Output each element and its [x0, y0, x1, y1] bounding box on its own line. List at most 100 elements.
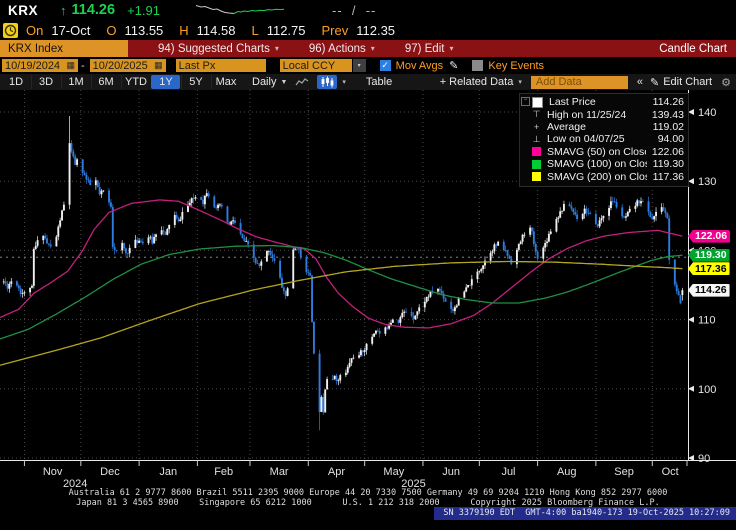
candle	[31, 285, 33, 288]
candle	[113, 247, 116, 251]
candle	[273, 258, 276, 261]
date-from-input[interactable]: 10/19/2024 ▦	[2, 59, 78, 72]
candle	[234, 220, 236, 224]
chart-type-dropdown-caret[interactable]: ▾	[342, 79, 346, 86]
menu-item-suggested-charts[interactable]: 94) Suggested Charts ▾	[158, 42, 279, 55]
legend-collapse-icon[interactable]: −	[521, 97, 530, 106]
mov-avgs-edit-pencil-icon[interactable]: ✎	[449, 60, 459, 72]
x-axis-month-label: May	[383, 466, 404, 478]
candle	[388, 325, 391, 329]
candle	[666, 213, 669, 219]
chart-legend[interactable]: − Last Price 114.26 ⊤ High on 11/25/24 139.4…	[519, 93, 689, 187]
candle	[205, 193, 208, 197]
candle	[19, 288, 22, 294]
range-tab-1y[interactable]: 1Y	[151, 75, 180, 89]
table-button[interactable]: Table	[365, 76, 393, 88]
candle	[337, 380, 340, 382]
range-tab-max[interactable]: Max	[211, 75, 240, 89]
related-data-button[interactable]: Related Data	[449, 76, 514, 88]
candle	[608, 208, 610, 216]
candle	[6, 283, 9, 289]
calendar-icon[interactable]: ▦	[66, 60, 75, 70]
candle	[177, 217, 180, 222]
legend-swatch-icon	[532, 172, 541, 182]
candle	[358, 355, 360, 358]
open-value: 113.55	[124, 22, 164, 38]
line-chart-icon	[295, 78, 309, 86]
candle	[286, 288, 289, 296]
security-field[interactable]: KRX Index	[0, 40, 128, 57]
edit-chart-button[interactable]: Edit Chart	[663, 76, 713, 88]
candle	[508, 255, 511, 259]
candle-chart-type-button[interactable]	[317, 75, 338, 89]
candle	[531, 227, 533, 232]
candlestick-plot[interactable]: 90100110120130140NovDecJanFebMarAprMayJu…	[0, 90, 736, 490]
candle	[335, 375, 338, 382]
candle	[410, 311, 413, 316]
candle	[29, 287, 32, 293]
candle	[213, 196, 216, 208]
candle	[634, 205, 637, 209]
frequency-select[interactable]: Daily ▼	[252, 76, 288, 88]
mov-avgs-checkbox[interactable]: ✓	[379, 60, 391, 71]
collapse-panel-icon[interactable]: «	[636, 76, 643, 88]
candle	[544, 243, 547, 248]
add-data-input[interactable]: Add Data	[530, 75, 628, 89]
candle	[61, 210, 63, 221]
date-range-separator: -	[81, 59, 85, 72]
candle	[423, 301, 426, 308]
line-chart-type-button[interactable]	[292, 75, 312, 89]
currency-select[interactable]: Local CCY	[279, 59, 352, 72]
candle	[455, 305, 458, 308]
candle	[476, 271, 479, 280]
gear-icon[interactable]: ⚙	[721, 76, 731, 89]
candle	[320, 396, 323, 412]
mov-avgs-label[interactable]: Mov Avgs	[395, 59, 444, 72]
date-to-input[interactable]: 10/20/2025 ▦	[89, 59, 166, 72]
edit-chart-pencil-icon[interactable]: ✎	[649, 76, 660, 89]
candle	[62, 204, 65, 211]
x-axis-month-label: Apr	[328, 466, 345, 478]
candle	[36, 240, 39, 246]
key-events-checkbox[interactable]	[472, 60, 484, 71]
candle	[504, 249, 507, 251]
prev-value: 112.35	[356, 22, 396, 38]
candle	[596, 224, 599, 227]
candle	[653, 216, 656, 220]
currency-dropdown-button[interactable]: ▾	[352, 59, 366, 72]
menu-item-edit[interactable]: 97) Edit ▾	[404, 42, 454, 55]
candle	[2, 281, 5, 283]
menu-item-actions[interactable]: 96) Actions ▾	[308, 42, 375, 55]
candle	[94, 180, 97, 185]
candle	[549, 231, 552, 234]
candle	[138, 240, 141, 244]
candle	[126, 253, 129, 255]
chevron-down-icon: ▾	[449, 44, 454, 53]
legend-row-smavg-50-on-close: SMAVG (50) on Close 122.06	[532, 146, 684, 158]
price-field-select[interactable]: Last Px	[175, 59, 266, 72]
open-label: O	[106, 22, 117, 38]
footer-session-info: SN 3379190 EDT GMT-4:00 ba1940-173 19-Oc…	[434, 507, 736, 520]
candle	[437, 288, 439, 292]
range-tab-ytd[interactable]: YTD	[121, 75, 150, 89]
candle	[348, 362, 351, 367]
calendar-icon[interactable]: ▦	[154, 60, 163, 70]
candle	[574, 212, 577, 215]
range-tabs: 1D 3D 1M 6M YTD 1Y 5Y Max	[0, 75, 240, 89]
candle	[269, 250, 272, 255]
chevron-down-icon: ▾	[274, 44, 279, 53]
range-tab-1m[interactable]: 1M	[61, 75, 90, 89]
candle	[322, 396, 325, 413]
range-tab-3d[interactable]: 3D	[31, 75, 60, 89]
range-tab-1d[interactable]: 1D	[8, 76, 24, 88]
candle	[386, 327, 389, 329]
range-tab-5y[interactable]: 5Y	[181, 75, 210, 89]
x-axis-month-label: Feb	[214, 466, 233, 478]
y-axis-tick-label: 140	[698, 107, 716, 119]
candle	[81, 159, 84, 173]
candle	[495, 244, 498, 246]
candle	[151, 236, 154, 244]
key-events-label[interactable]: Key Events	[488, 59, 545, 72]
range-tab-6m[interactable]: 6M	[91, 75, 120, 89]
chevron-down-icon[interactable]: ▾	[518, 79, 522, 86]
